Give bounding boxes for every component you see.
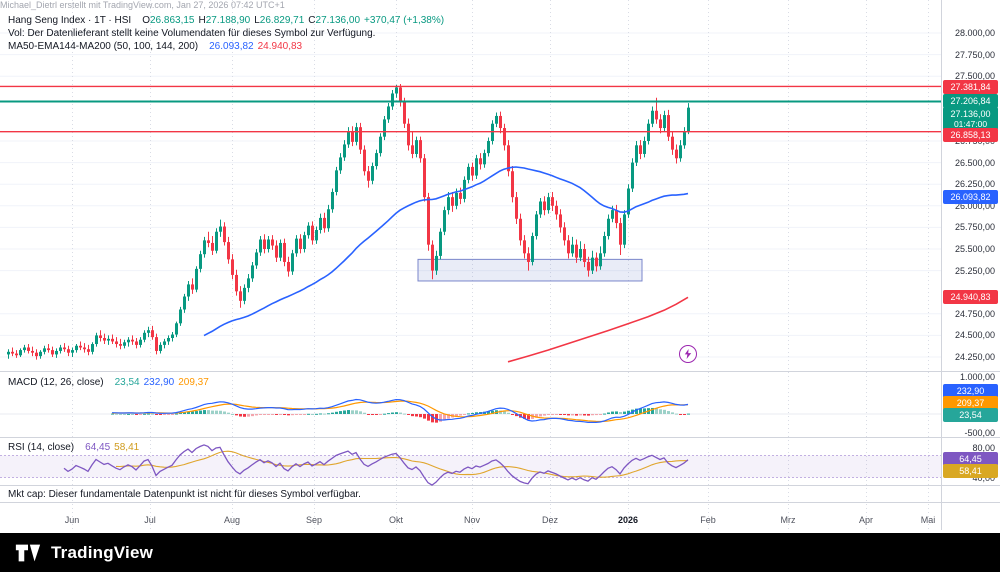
axis-label: 1.000,00 bbox=[959, 372, 995, 382]
macd-legend: MACD (12, 26, close) 23,54 232,90 209,37 bbox=[8, 377, 209, 388]
ma200-value: 24.940,83 bbox=[257, 41, 303, 52]
axis-label: 24.500,00 bbox=[954, 330, 995, 341]
symbol-legend: Hang Seng Index · 1T · HSI O26.863,15 H27.… bbox=[8, 15, 444, 26]
macd-signal-value: 209,37 bbox=[178, 377, 209, 388]
axis-label: 26.250,00 bbox=[954, 179, 995, 190]
lightning-bolt-glyph bbox=[684, 349, 692, 359]
price-tag: 23,54 bbox=[943, 408, 998, 422]
close-value: 27.136,00 bbox=[315, 15, 361, 26]
price-tag: 27.381,84 bbox=[943, 80, 998, 94]
price-scale[interactable]: 28.000,0027.750,0027.500,0026.750,0026.5… bbox=[942, 0, 1000, 530]
price-tag: 64,45 bbox=[943, 452, 998, 466]
footer-bar: TradingView bbox=[0, 533, 1000, 572]
open-value: 26.863,15 bbox=[150, 15, 195, 26]
volume-notice: Vol: Der Datenlieferant stellt keine Vol… bbox=[8, 28, 376, 39]
price-tag: 27.136,00 01:47:00 bbox=[943, 107, 998, 130]
ma-title: MA50-EMA144-MA200 (50, 100, 144, 200) bbox=[8, 41, 199, 52]
month-label: Feb bbox=[700, 515, 716, 525]
price-tag: 58,41 bbox=[943, 464, 998, 478]
axis-label: 24.750,00 bbox=[954, 308, 995, 319]
macd-line-value: 232,90 bbox=[143, 377, 175, 388]
month-label: Apr bbox=[858, 515, 873, 525]
month-label: Sep bbox=[305, 515, 322, 525]
month-label: Okt bbox=[388, 515, 403, 525]
axis-label: 40,00 bbox=[972, 473, 995, 483]
time-axis[interactable]: Jun Jul Aug Sep Okt Nov Dez 2026 Feb Mrz Apr Mai bbox=[0, 503, 1000, 531]
macd-title: MACD (12, 26, close) bbox=[8, 377, 104, 388]
month-label: Nov bbox=[463, 515, 480, 525]
symbol-title: Hang Seng Index · 1T · HSI bbox=[8, 15, 132, 26]
ma50-value: 26.093,82 bbox=[209, 41, 254, 52]
rsi-title: RSI (14, close) bbox=[8, 442, 75, 453]
watermark: Michael_Dietrl erstellt mit TradingView.… bbox=[0, 0, 285, 10]
axis-label: 26.000,00 bbox=[954, 200, 995, 211]
month-label: Dez bbox=[541, 515, 558, 525]
month-label: Jun bbox=[64, 515, 80, 525]
rsi-value: 64,45 bbox=[85, 442, 111, 453]
low-label: L bbox=[254, 15, 260, 26]
high-label: H bbox=[198, 15, 206, 26]
axis-label: 27.500,00 bbox=[954, 71, 995, 82]
rsi-ma-value: 58,41 bbox=[114, 442, 140, 453]
brand-name: TradingView bbox=[51, 542, 154, 562]
axis-label: 25.250,00 bbox=[954, 265, 995, 276]
axis-label: 28.000,00 bbox=[954, 28, 995, 38]
chart-canvas[interactable] bbox=[0, 0, 1000, 533]
price-tag: 26.858,13 bbox=[943, 128, 998, 142]
axis-label: 25.750,00 bbox=[954, 222, 995, 233]
month-label: Mai bbox=[920, 515, 936, 525]
price-tag: 27.206,84 bbox=[943, 94, 998, 108]
close-label: C bbox=[308, 15, 316, 26]
tradingview-logo-icon bbox=[15, 544, 41, 561]
lightning-marker-icon[interactable] bbox=[679, 345, 697, 363]
price-tag: 232,90 bbox=[943, 384, 998, 398]
month-label: Aug bbox=[223, 515, 240, 525]
axis-label: -500,00 bbox=[964, 427, 995, 438]
axis-label: 25.500,00 bbox=[954, 244, 995, 254]
month-label: 2026 bbox=[617, 515, 639, 525]
month-label: Jul bbox=[144, 515, 156, 525]
ma-legend: MA50-EMA144-MA200 (50, 100, 144, 200) 26.… bbox=[8, 41, 302, 52]
rsi-legend: RSI (14, close) 64,45 58,41 bbox=[8, 442, 139, 453]
axis-label: 27.750,00 bbox=[954, 49, 995, 60]
price-tag: 24.940,83 bbox=[943, 290, 998, 304]
price-tag: 26.093,82 bbox=[943, 190, 998, 204]
axis-label: 80,00 bbox=[972, 443, 995, 453]
price-tag: 209,37 bbox=[943, 396, 998, 410]
macd-hist-value: 23,54 bbox=[114, 377, 140, 388]
high-value: 27.188,90 bbox=[205, 15, 251, 26]
open-label: O bbox=[142, 15, 150, 26]
low-value: 26.829,71 bbox=[259, 15, 305, 26]
change-value: +370,47 (+1,38%) bbox=[364, 15, 445, 26]
mktcap-notice: Mkt cap: Dieser fundamentale Datenpunkt … bbox=[8, 489, 361, 500]
month-label: Mrz bbox=[780, 515, 796, 525]
axis-label: 26.500,00 bbox=[954, 157, 995, 168]
axis-label: 24.250,00 bbox=[954, 352, 995, 362]
